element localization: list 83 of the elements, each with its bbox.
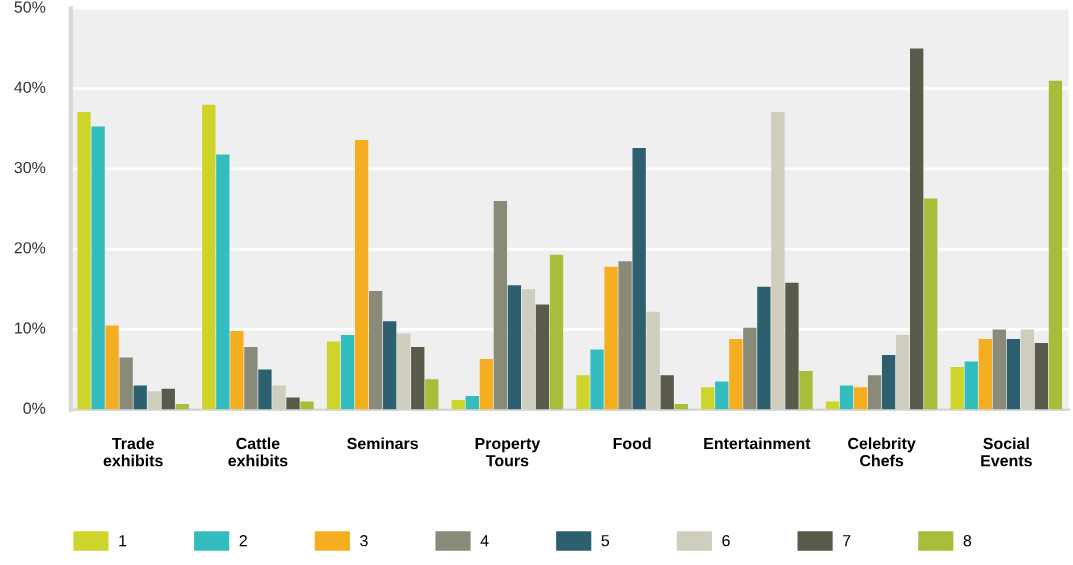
- bar: [590, 349, 604, 410]
- bar: [604, 266, 618, 410]
- bar: [729, 339, 743, 410]
- bar: [549, 254, 564, 410]
- legend-label: 2: [239, 535, 247, 547]
- bar: [133, 385, 147, 410]
- bar: [105, 325, 119, 410]
- bar: [660, 375, 674, 410]
- bar: [479, 359, 494, 410]
- legend-label: 7: [843, 535, 851, 547]
- bar: [216, 154, 230, 410]
- bar: [853, 387, 868, 410]
- bar: [1048, 80, 1063, 410]
- bar: [771, 111, 785, 410]
- y-tick-label: 50%: [14, 1, 46, 13]
- bar: [119, 357, 133, 410]
- bar: [743, 327, 757, 410]
- x-tick-label: Social Events: [981, 437, 1032, 467]
- bar: [1020, 329, 1035, 410]
- bar: [895, 335, 910, 410]
- x-tick-label: Trade exhibits: [103, 437, 163, 467]
- bar: [425, 379, 439, 410]
- x-tick-label: Entertainment: [704, 437, 811, 450]
- bar: [867, 375, 882, 410]
- bar: [493, 201, 508, 410]
- bar: [964, 361, 978, 410]
- legend-label: 5: [601, 535, 610, 547]
- bar: [77, 111, 91, 410]
- bar: [326, 341, 341, 410]
- legend-label: 3: [360, 535, 368, 547]
- bar: [272, 385, 286, 410]
- bar: [451, 400, 465, 410]
- bar: [91, 126, 105, 410]
- bar: [978, 339, 992, 410]
- bar: [632, 148, 646, 410]
- bar: [521, 289, 536, 410]
- bar: [411, 347, 425, 410]
- legend-label: 4: [480, 535, 489, 547]
- legend-label: 6: [722, 535, 730, 547]
- bar: [507, 285, 522, 410]
- legend-label: 1: [119, 535, 127, 547]
- bar: [881, 355, 896, 410]
- bar: [244, 347, 258, 410]
- bar: [465, 395, 479, 410]
- bar: [397, 333, 411, 410]
- bar: [161, 388, 175, 410]
- bar: [286, 397, 300, 410]
- bar: [646, 311, 660, 410]
- bar: [147, 391, 161, 410]
- y-tick-label: 10%: [15, 322, 46, 334]
- x-tick-label: Property Tours: [475, 437, 541, 467]
- bar: [383, 321, 397, 410]
- bar: [258, 369, 272, 410]
- bar: [576, 375, 590, 410]
- bar: [785, 282, 799, 410]
- bar: [618, 261, 632, 410]
- bar: [839, 385, 854, 410]
- bar: [535, 304, 550, 410]
- bar: [799, 371, 813, 410]
- bar: [202, 104, 216, 410]
- x-tick-label: Cattle exhibits: [228, 437, 288, 467]
- bar: [230, 331, 244, 410]
- bar: [300, 401, 314, 410]
- legend-label: 8: [963, 535, 972, 547]
- x-tick-label: Food: [613, 437, 651, 450]
- x-tick-label: Seminars: [347, 437, 418, 450]
- bar: [950, 367, 964, 410]
- y-tick-label: 0%: [23, 402, 46, 414]
- bar: [992, 329, 1006, 410]
- bar: [757, 286, 771, 410]
- x-tick-label: Celebrity Chefs: [848, 437, 916, 467]
- bar: [1006, 339, 1021, 410]
- bar: [701, 387, 715, 410]
- y-tick-label: 30%: [14, 161, 46, 174]
- y-tick-label: 20%: [14, 242, 46, 254]
- bar: [340, 335, 355, 410]
- bar: [368, 290, 383, 410]
- bar: [924, 198, 938, 410]
- bar: [910, 48, 924, 410]
- bar: [354, 140, 369, 410]
- bar: [715, 381, 729, 410]
- bar: [1034, 343, 1049, 410]
- y-tick-label: 40%: [14, 81, 46, 93]
